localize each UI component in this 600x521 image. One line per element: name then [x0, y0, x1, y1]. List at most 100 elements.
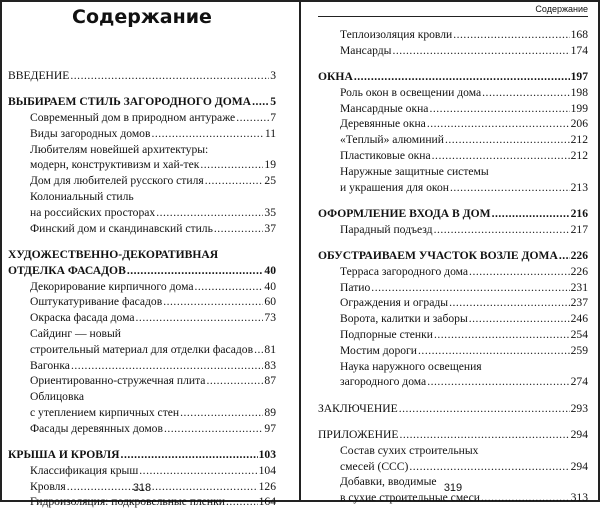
toc-entry-title: ОКНА	[318, 70, 353, 84]
toc-entry[interactable]: ОКНА 197	[318, 69, 588, 85]
toc-entry[interactable]: Мансарды 174	[318, 43, 588, 59]
toc-entry-page: 11	[264, 126, 276, 140]
dot-leader	[156, 205, 263, 221]
toc-entry[interactable]: Классификация крыш 104	[8, 463, 276, 479]
toc-entry[interactable]: ОБУСТРАИВАЕМ УЧАСТОК ВОЗЛЕ ДОМА 226	[318, 248, 588, 264]
toc-entry-page: 217	[570, 222, 588, 236]
toc-entry[interactable]: Окраска фасада дома 73	[8, 310, 276, 326]
toc-entry-title: «Теплый» алюминий	[340, 133, 444, 147]
dot-leader	[469, 311, 570, 327]
toc-entry-title: ВВЕДЕНИЕ	[8, 69, 70, 82]
toc-entry-title: Окраска фасада дома	[30, 311, 135, 325]
toc-entry-title: Ориентированно-стружечная плита	[30, 374, 206, 388]
toc-entry[interactable]: КРЫША И КРОВЛЯ 103	[8, 447, 276, 463]
toc-entry[interactable]: ВЫБИРАЕМ СТИЛЬ ЗАГОРОДНОГО ДОМА 5	[8, 94, 276, 110]
toc-entry-page: 35	[264, 205, 276, 219]
toc-entry[interactable]: загородного дома 274	[318, 374, 588, 390]
dot-leader	[354, 69, 570, 85]
dot-leader	[205, 173, 264, 189]
toc-entry[interactable]: Парадный подъезд 217	[318, 222, 588, 238]
toc-section: ПРИЛОЖЕНИЕ 294 Состав сухих строительных см…	[318, 427, 588, 506]
toc-entry[interactable]: ОФОРМЛЕНИЕ ВХОДА В ДОМ 216	[318, 206, 588, 222]
toc-entry[interactable]: Современный дом в природном антураже 7	[8, 110, 276, 126]
toc-entry[interactable]: Финский дом и скандинавский стиль 37	[8, 221, 276, 237]
toc-entry[interactable]: Ограждения и ограды 237	[318, 295, 588, 311]
toc-entry-page: 237	[570, 296, 588, 310]
toc-entry-page: 212	[570, 149, 588, 163]
toc-entry-page: 126	[258, 479, 276, 493]
toc-entry-title-line: Добавки, вводимые	[340, 475, 437, 489]
toc-section: ОКНА 197 Роль окон в освещении дома 198 Манс…	[318, 69, 588, 195]
toc-entry[interactable]: Терраса загородного дома 226	[318, 264, 588, 280]
toc-entry[interactable]: на российских просторах 35	[8, 205, 276, 221]
toc-section: Теплоизоляция кровли 168 Мансарды 174	[318, 27, 588, 59]
toc-entry[interactable]: в сухие строительные смеси 313	[318, 490, 588, 506]
dot-leader	[482, 85, 569, 101]
toc-entry-title: на российских просторах	[30, 205, 156, 219]
toc-section: ОБУСТРАИВАЕМ УЧАСТОК ВОЗЛЕ ДОМА226Террас…	[318, 248, 588, 390]
toc-entry[interactable]: Ориентированно-стружечная плита 87	[8, 373, 276, 389]
toc-entry-title: Оштукатуривание фасадов	[30, 295, 163, 309]
toc-left: ВВЕДЕНИЕ 3 ВЫБИРАЕМ СТИЛЬ ЗАГОРОДНОГО ДОМА…	[8, 68, 276, 521]
toc-entry[interactable]: смесей (ССС) 294	[318, 459, 588, 475]
toc-entry[interactable]: Подпорные стенки 254	[318, 327, 588, 343]
toc-entry[interactable]: ВВЕДЕНИЕ 3	[8, 68, 276, 84]
toc-entry-page: 40	[264, 279, 276, 293]
toc-entry-page: 199	[570, 101, 588, 115]
toc-entry[interactable]: Оштукатуривание фасадов 60	[8, 294, 276, 310]
toc-entry[interactable]: ОТДЕЛКА ФАСАДОВ 40	[8, 263, 276, 279]
toc-entry[interactable]: модерн, конструктивизм и хай-тек 19	[8, 157, 276, 173]
dot-leader	[214, 221, 264, 237]
toc-entry[interactable]: «Теплый» алюминий 212	[318, 132, 588, 148]
dot-leader	[450, 180, 570, 196]
toc-entry-title-line: Состав сухих строительных	[340, 443, 479, 457]
dot-leader	[136, 310, 264, 326]
toc-entry[interactable]: ПРИЛОЖЕНИЕ 294	[318, 427, 588, 443]
toc-entry-title: Вагонка	[30, 358, 70, 372]
dot-leader	[559, 248, 570, 264]
toc-entry-page: 213	[570, 180, 588, 194]
toc-entry-title: Подпорные стенки	[340, 328, 433, 342]
toc-entry[interactable]: строительный материал для отделки фасадо…	[8, 342, 276, 358]
dot-leader	[226, 494, 258, 510]
toc-entry-page: 226	[570, 264, 588, 278]
toc-entry[interactable]: Гидроизоляция: подкровельные пленки 164	[8, 494, 276, 510]
dot-leader	[127, 263, 264, 279]
toc-entry[interactable]: Декорирование кирпичного дома 40	[8, 279, 276, 295]
toc-entry[interactable]: Фасады деревянных домов 97	[8, 421, 276, 437]
toc-entry[interactable]: Деревянные окна 206	[318, 116, 588, 132]
toc-entry-page: 212	[570, 133, 588, 147]
dot-leader	[399, 401, 570, 417]
toc-entry-title: Фасады деревянных домов	[30, 421, 163, 435]
toc-entry-page: 274	[570, 375, 588, 389]
toc-entry[interactable]: Дом для любителей русского стиля 25	[8, 173, 276, 189]
toc-entry-page: 206	[570, 117, 588, 131]
toc-entry-title: Парадный подъезд	[340, 222, 433, 236]
toc-entry[interactable]: Патио 231	[318, 280, 588, 296]
toc-entry-title-line: Колониальный стиль	[30, 190, 134, 204]
toc-entry-title: Декорирование кирпичного дома	[30, 279, 194, 293]
toc-entry[interactable]: Ворота, калитки и заборы 246	[318, 311, 588, 327]
toc-entry-title: ОТДЕЛКА ФАСАДОВ	[8, 263, 126, 277]
toc-entry-page: 313	[570, 491, 588, 505]
toc-entry[interactable]: Мостим дороги 259	[318, 343, 588, 359]
toc-entry-page: 197	[570, 70, 588, 84]
toc-entry[interactable]: с утеплением кирпичных стен 89	[8, 405, 276, 421]
toc-entry[interactable]: Мансардные окна 199	[318, 101, 588, 117]
toc-entry[interactable]: Вагонка 83	[8, 358, 276, 374]
header-rule	[318, 16, 588, 17]
toc-entry[interactable]: ЗАКЛЮЧЕНИЕ 293	[318, 401, 588, 417]
toc-entry[interactable]: и украшения для окон 213	[318, 180, 588, 196]
dot-leader	[453, 27, 569, 43]
toc-entry-title: Дом для любителей русского стиля	[30, 174, 204, 188]
toc-entry[interactable]: Роль окон в освещении дома 198	[318, 85, 588, 101]
toc-entry-title: загородного дома	[340, 375, 427, 389]
toc-entry[interactable]: Виды загородных домов 11	[8, 126, 276, 142]
toc-entry-page: 19	[264, 158, 276, 172]
toc-entry[interactable]: Теплоизоляция кровли 168	[318, 27, 588, 43]
toc-entry[interactable]: Пластиковые окна 212	[318, 148, 588, 164]
toc-entry-title: и украшения для окон	[340, 180, 449, 194]
toc-entry-title: смесей (ССС)	[340, 459, 409, 473]
toc-entry[interactable]: Кровля 126	[8, 479, 276, 495]
toc-entry-title: Роль окон в освещении дома	[340, 85, 482, 99]
